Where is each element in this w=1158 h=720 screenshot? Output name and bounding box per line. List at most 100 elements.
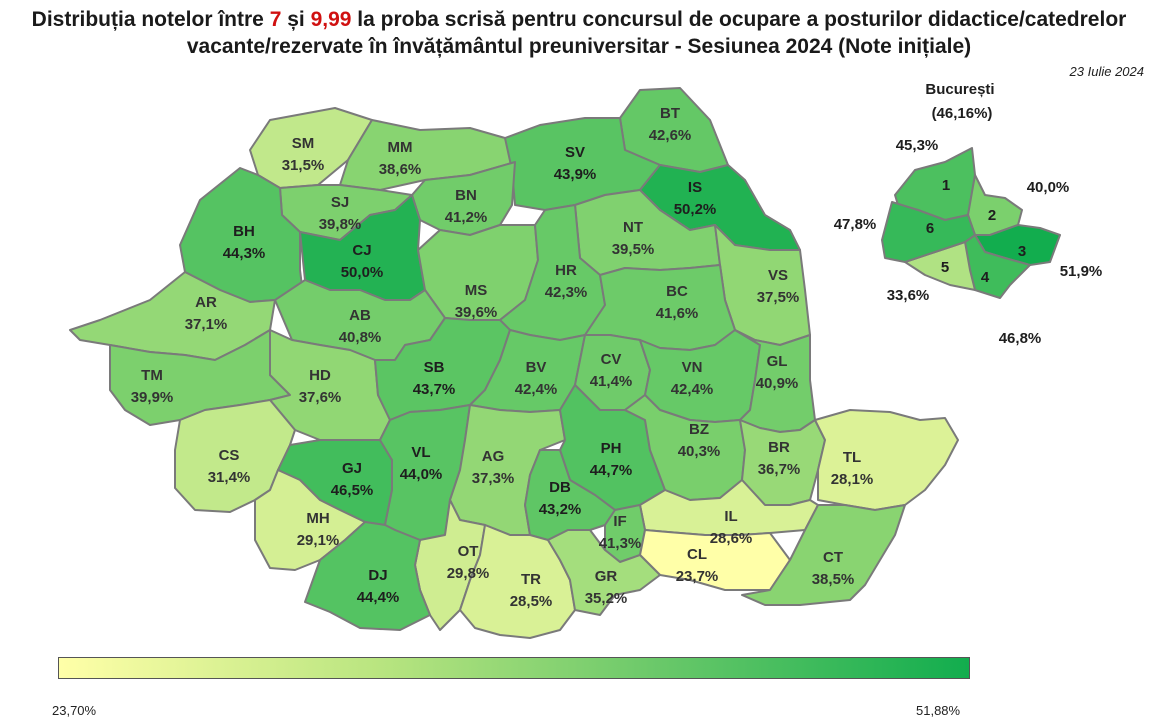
- county-value-IL: 28,6%: [710, 530, 753, 547]
- county-code-MS: MS: [465, 282, 488, 299]
- county-code-DJ: DJ: [368, 567, 387, 584]
- color-scale-bar: [58, 657, 970, 679]
- county-value-DB: 43,2%: [539, 501, 582, 518]
- county-code-TR: TR: [521, 571, 541, 588]
- county-value-TR: 28,5%: [510, 593, 553, 610]
- county-value-TL: 28,1%: [831, 471, 874, 488]
- sector-value-2: 40,0%: [1027, 179, 1070, 196]
- sector-number-1: 1: [942, 177, 950, 194]
- county-value-HD: 37,6%: [299, 389, 342, 406]
- county-TL[interactable]: [814, 409, 959, 511]
- county-code-NT: NT: [623, 219, 643, 236]
- county-value-TM: 39,9%: [131, 389, 174, 406]
- high-grade: 9,99: [310, 8, 352, 31]
- county-code-SJ: SJ: [331, 194, 349, 211]
- county-code-MH: MH: [306, 510, 329, 527]
- county-value-PH: 44,7%: [590, 462, 633, 479]
- sector-number-4: 4: [981, 269, 990, 286]
- county-code-VN: VN: [682, 359, 703, 376]
- county-value-HR: 42,3%: [545, 284, 588, 301]
- county-value-AG: 37,3%: [472, 470, 515, 487]
- scale-min-label: 23,70%: [52, 703, 97, 718]
- county-code-CS: CS: [219, 447, 240, 464]
- county-code-SB: SB: [424, 359, 445, 376]
- county-code-TL: TL: [843, 449, 861, 466]
- county-value-BZ: 40,3%: [678, 443, 721, 460]
- county-value-CS: 31,4%: [208, 469, 251, 486]
- sector-value-3: 51,9%: [1060, 263, 1103, 280]
- county-value-SV: 43,9%: [554, 166, 597, 183]
- county-code-VL: VL: [411, 444, 430, 461]
- county-value-GJ: 46,5%: [331, 482, 374, 499]
- county-code-BN: BN: [455, 187, 477, 204]
- county-code-HD: HD: [309, 367, 331, 384]
- county-value-BV: 42,4%: [515, 381, 558, 398]
- scale-max-label: 51,88%: [916, 703, 961, 718]
- county-code-CT: CT: [823, 549, 843, 566]
- county-code-GL: GL: [767, 353, 788, 370]
- county-code-CV: CV: [601, 351, 622, 368]
- sector-number-5: 5: [941, 259, 949, 276]
- county-value-CV: 41,4%: [590, 373, 633, 390]
- county-code-MM: MM: [388, 139, 413, 156]
- county-TR[interactable]: [459, 524, 576, 639]
- county-code-CL: CL: [687, 546, 707, 563]
- county-value-CT: 38,5%: [812, 571, 855, 588]
- county-value-MM: 38,6%: [379, 161, 422, 178]
- county-code-BR: BR: [768, 439, 790, 456]
- county-code-IL: IL: [724, 508, 737, 525]
- low-grade: 7: [269, 8, 282, 31]
- county-value-MS: 39,6%: [455, 304, 498, 321]
- county-value-BC: 41,6%: [656, 305, 699, 322]
- county-code-SM: SM: [292, 135, 315, 152]
- county-value-VS: 37,5%: [757, 289, 800, 306]
- county-value-BH: 44,3%: [223, 245, 266, 262]
- sector-value-5: 33,6%: [887, 287, 930, 304]
- county-value-DJ: 44,4%: [357, 589, 400, 606]
- county-value-GR: 35,2%: [585, 590, 628, 607]
- sector-value-4: 46,8%: [999, 330, 1042, 347]
- county-value-VN: 42,4%: [671, 381, 714, 398]
- county-code-AG: AG: [482, 448, 505, 465]
- county-code-CJ: CJ: [352, 242, 371, 259]
- county-value-BT: 42,6%: [649, 127, 692, 144]
- county-value-SJ: 39,8%: [319, 216, 362, 233]
- county-value-GL: 40,9%: [756, 375, 799, 392]
- county-value-BR: 36,7%: [758, 461, 801, 478]
- county-GR[interactable]: [547, 529, 661, 616]
- county-value-VL: 44,0%: [400, 466, 443, 483]
- county-code-AB: AB: [349, 307, 371, 324]
- county-value-CJ: 50,0%: [341, 264, 384, 281]
- county-value-MH: 29,1%: [297, 532, 340, 549]
- county-code-IS: IS: [688, 179, 702, 196]
- sector-6[interactable]: [881, 201, 976, 263]
- county-value-IS: 50,2%: [674, 201, 717, 218]
- report-date: 23 Iulie 2024: [1069, 64, 1144, 79]
- county-code-PH: PH: [601, 440, 622, 457]
- county-value-CL: 23,7%: [676, 568, 719, 585]
- county-code-GR: GR: [595, 568, 618, 585]
- county-value-SM: 31,5%: [282, 157, 325, 174]
- county-DJ[interactable]: [304, 521, 431, 631]
- county-CT[interactable]: [741, 504, 906, 606]
- county-code-HR: HR: [555, 262, 577, 279]
- bucharest-total: (46,16%): [932, 105, 993, 122]
- county-code-SV: SV: [565, 144, 585, 161]
- county-code-VS: VS: [768, 267, 788, 284]
- county-code-BZ: BZ: [689, 421, 709, 438]
- county-code-BH: BH: [233, 223, 255, 240]
- county-code-AR: AR: [195, 294, 217, 311]
- sector-number-3: 3: [1018, 243, 1026, 260]
- sector-value-1: 45,3%: [896, 137, 939, 154]
- county-code-OT: OT: [458, 543, 479, 560]
- county-code-TM: TM: [141, 367, 163, 384]
- county-code-BV: BV: [526, 359, 547, 376]
- county-code-IF: IF: [613, 513, 626, 530]
- county-value-IF: 41,3%: [599, 535, 642, 552]
- county-value-AB: 40,8%: [339, 329, 382, 346]
- county-code-BC: BC: [666, 283, 688, 300]
- sector-number-2: 2: [988, 207, 996, 224]
- sector-value-6: 47,8%: [834, 216, 877, 233]
- county-value-AR: 37,1%: [185, 316, 228, 333]
